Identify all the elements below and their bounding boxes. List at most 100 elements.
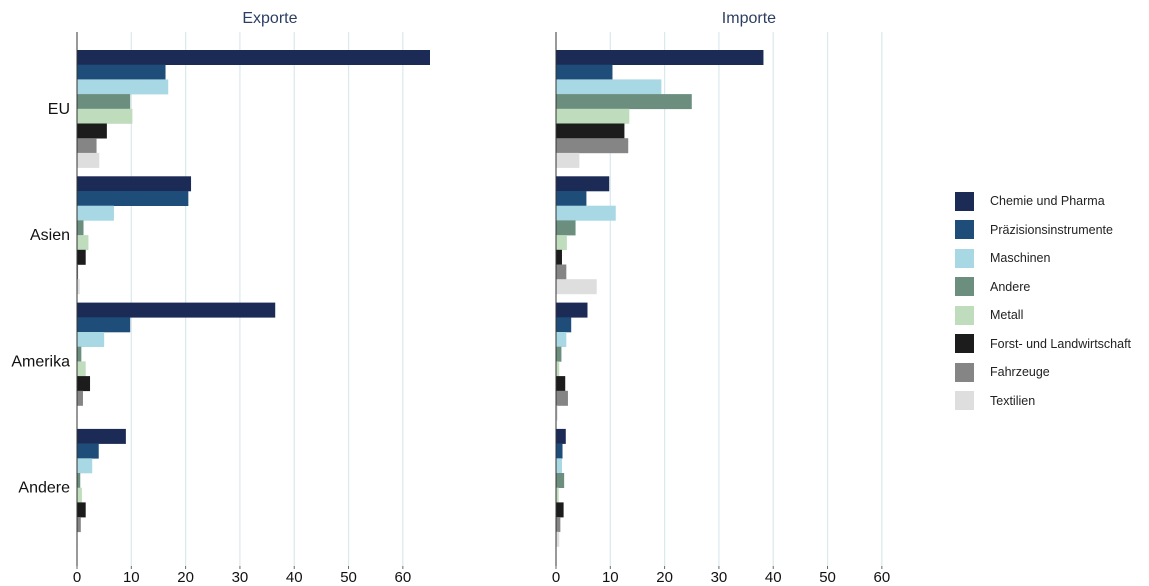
importe-bar	[556, 235, 567, 251]
exporte-bar	[77, 235, 89, 251]
importe-x-tick-label: 20	[656, 569, 673, 586]
exporte-panel-title: Exporte	[242, 10, 297, 27]
legend-label: Forst- und Landwirtschaft	[990, 336, 1132, 351]
exporte-bar	[77, 428, 126, 444]
importe-bar	[556, 94, 692, 110]
legend-label: Maschinen	[990, 251, 1051, 266]
importe-panel-title: Importe	[722, 10, 776, 27]
exporte-bar	[77, 346, 82, 362]
exporte-bar	[77, 502, 86, 518]
exporte-bar	[77, 94, 131, 110]
exporte-bar	[77, 443, 99, 459]
legend-swatch	[955, 248, 974, 268]
importe-bar	[556, 317, 572, 333]
importe-bar	[556, 152, 580, 168]
importe-bar	[556, 279, 597, 295]
exporte-bar	[77, 249, 86, 265]
exporte-x-tick-label: 60	[395, 569, 412, 586]
exporte-bar	[77, 473, 81, 488]
category-label: Asien	[30, 227, 70, 244]
importe-bar	[556, 376, 566, 392]
importe-bar	[556, 487, 559, 503]
exporte-bar	[77, 220, 84, 236]
importe-bar	[556, 361, 560, 377]
importe-x-tick-label: 60	[874, 569, 891, 586]
importe-bar	[556, 302, 588, 318]
legend-swatch	[955, 334, 974, 354]
importe-bar	[556, 346, 562, 362]
exporte-bar	[77, 108, 133, 124]
exporte-bar	[77, 517, 81, 533]
legend-swatch	[955, 220, 974, 240]
importe-bar	[556, 390, 568, 406]
category-label: Andere	[18, 480, 70, 497]
importe-bar	[556, 176, 610, 192]
category-label: EU	[48, 101, 70, 118]
importe-bar	[556, 443, 563, 459]
exporte-bar	[77, 361, 86, 377]
importe-bar	[556, 123, 625, 139]
importe-bar	[556, 458, 562, 474]
exporte-bar	[77, 376, 91, 392]
exporte-bar	[77, 191, 189, 206]
exporte-x-tick-label: 30	[232, 569, 249, 586]
legend-item: Maschinen	[955, 244, 1131, 273]
legend-swatch	[955, 191, 974, 211]
importe-bar	[556, 502, 564, 518]
exporte-x-tick-label: 10	[123, 569, 140, 586]
exporte-bar	[77, 176, 192, 192]
importe-x-tick-label: 10	[602, 569, 619, 586]
legend: Chemie und Pharma Präzisionsinstrumente Ma…	[955, 187, 1131, 415]
legend-label: Andere	[990, 279, 1031, 294]
exporte-bar	[77, 123, 107, 139]
importe-bar	[556, 517, 561, 533]
legend-item: Metall	[955, 301, 1131, 330]
exporte-bar	[77, 302, 276, 318]
importe-x-tick-label: 0	[552, 569, 560, 586]
exporte-bar	[77, 390, 83, 406]
importe-bar	[556, 473, 565, 488]
legend-item: Fahrzeuge	[955, 358, 1131, 387]
importe-bar	[556, 64, 613, 80]
exporte-x-tick-label: 50	[340, 569, 357, 586]
exporte-x-tick-label: 20	[177, 569, 194, 586]
importe-bar	[556, 220, 576, 236]
legend-swatch	[955, 305, 974, 325]
importe-bar	[556, 332, 567, 347]
exporte-bar	[77, 50, 430, 65]
legend-item: Chemie und Pharma	[955, 187, 1131, 216]
importe-bar	[556, 138, 629, 154]
legend-label: Fahrzeuge	[990, 365, 1050, 380]
importe-bar	[556, 405, 558, 421]
exporte-bar	[77, 79, 169, 95]
legend-swatch	[955, 362, 974, 382]
importe-bar	[556, 79, 662, 95]
legend-item: Textilien	[955, 387, 1131, 416]
legend-swatch	[955, 391, 974, 411]
importe-bar	[556, 249, 562, 265]
exporte-bar	[77, 458, 93, 474]
legend-label: Metall	[990, 308, 1024, 323]
exporte-bar	[77, 152, 100, 168]
exporte-bar	[77, 138, 97, 154]
exporte-bar	[77, 264, 79, 280]
exporte-bar	[77, 279, 80, 295]
legend-label: Textilien	[990, 393, 1036, 408]
importe-bar	[556, 205, 616, 221]
exporte-bar	[77, 317, 131, 333]
importe-x-tick-label: 50	[819, 569, 836, 586]
exporte-x-tick-label: 0	[73, 569, 81, 586]
importe-bar	[556, 191, 587, 206]
importe-bar	[556, 428, 566, 444]
legend-item: Forst- und Landwirtschaft	[955, 330, 1131, 359]
category-label: Amerika	[11, 353, 70, 370]
legend-label: Chemie und Pharma	[990, 194, 1105, 209]
legend-item: Andere	[955, 273, 1131, 302]
importe-x-tick-label: 30	[711, 569, 728, 586]
importe-bar	[556, 50, 764, 65]
exporte-bar	[77, 332, 105, 347]
importe-x-tick-label: 40	[765, 569, 782, 586]
legend-swatch	[955, 277, 974, 297]
legend-item: Präzisionsinstrumente	[955, 216, 1131, 245]
